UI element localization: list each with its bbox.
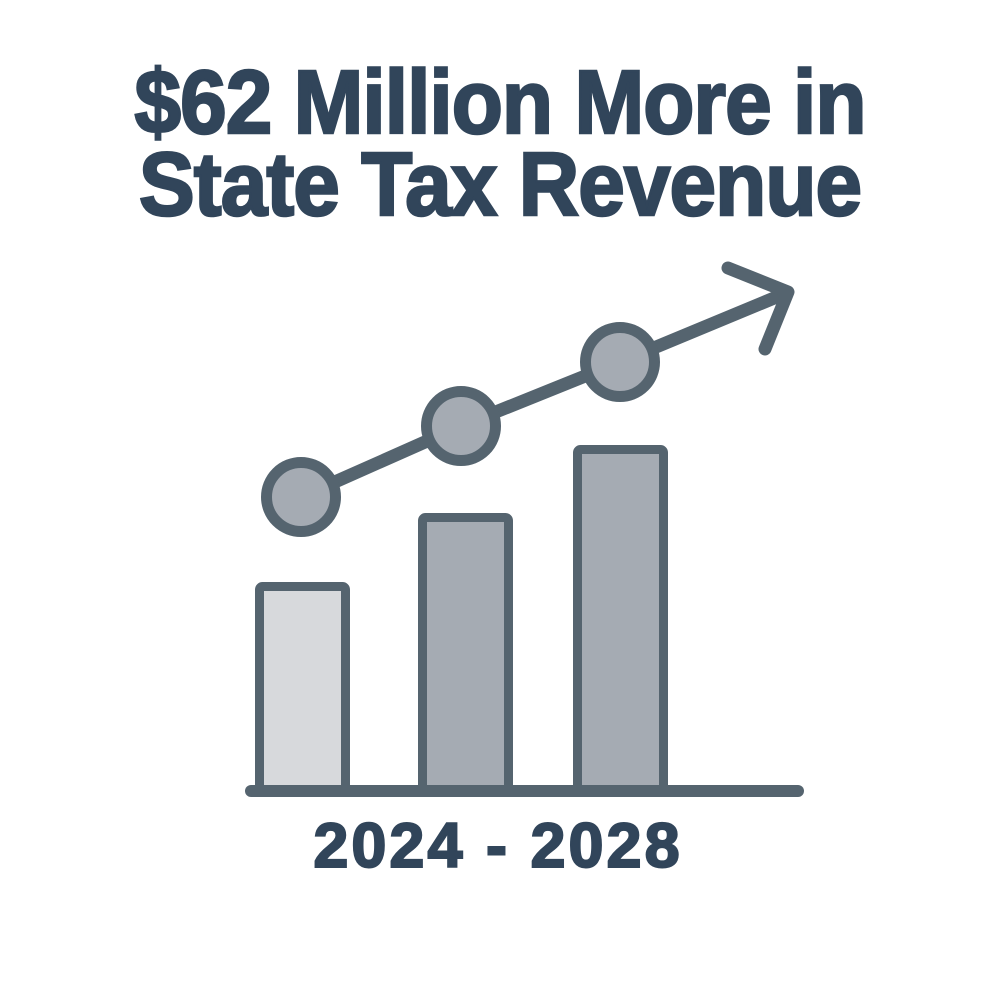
- page-title: $62 Million More in State Tax Revenue: [0, 53, 1000, 235]
- bar-2: [418, 513, 513, 797]
- title-line-2: State Tax Revenue: [138, 135, 864, 235]
- title-line-1: $62 Million More in: [133, 53, 867, 153]
- trend-line: [294, 289, 786, 504]
- bar-3: [573, 445, 668, 797]
- trend-marker-2: [421, 386, 501, 466]
- trend-marker-3: [580, 322, 660, 402]
- bar-1: [255, 582, 350, 797]
- trend-marker-1: [261, 457, 341, 537]
- x-axis-label: 2024 - 2028: [312, 811, 683, 881]
- arrowhead-icon: [721, 261, 795, 356]
